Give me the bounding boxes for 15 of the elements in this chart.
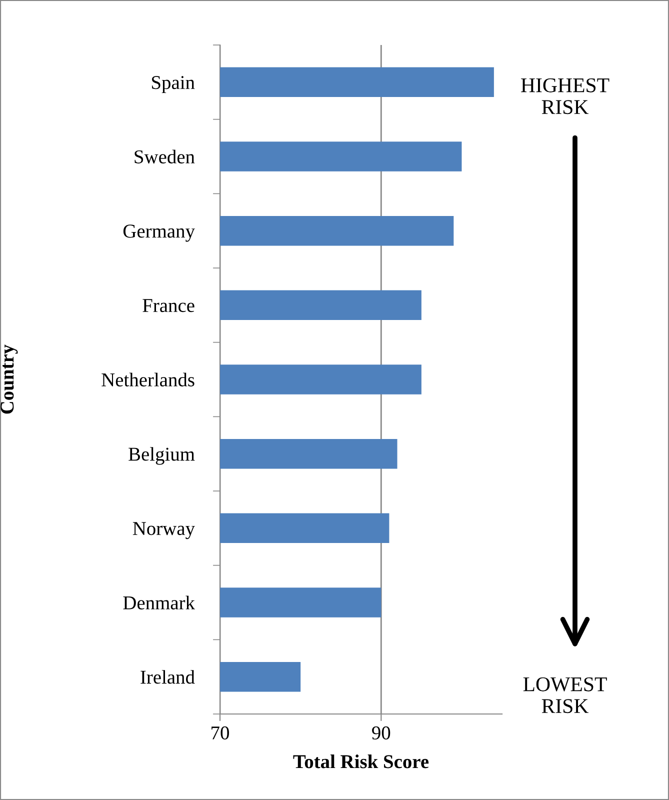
y-tick-label: Ireland: [140, 670, 195, 684]
text: HIGHEST RISK: [521, 78, 610, 114]
y-tick-label: Sweden: [134, 150, 195, 164]
y-tick-label: Denmark: [123, 596, 195, 610]
x-tick-label: 90: [372, 726, 390, 740]
x-axis-title: Total Risk Score: [293, 754, 429, 768]
y-tick-label: Netherlands: [102, 372, 194, 386]
x-tick-label: 70: [212, 726, 229, 740]
y-axis-title: Country: [0, 344, 18, 414]
y-tick-label: Norway: [132, 522, 195, 540]
text: LOWEST RISK: [523, 677, 607, 714]
y-tick-label: France: [142, 299, 194, 312]
y-tick-label: Spain: [152, 76, 195, 94]
y-tick-label: Belgium: [128, 447, 195, 465]
y-tick-label: Germany: [123, 224, 195, 242]
